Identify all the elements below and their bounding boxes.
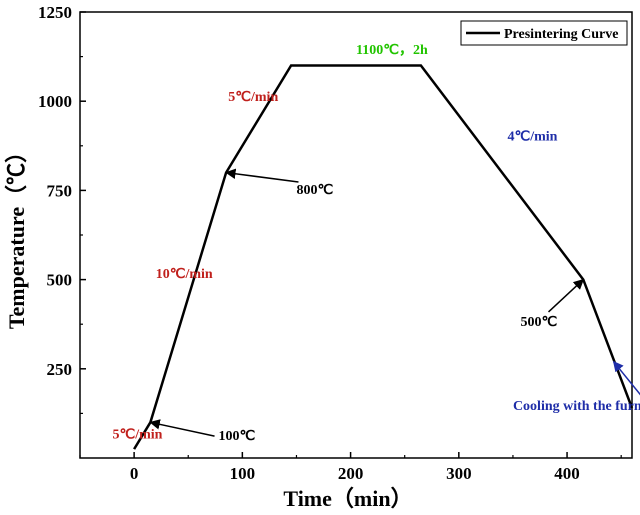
annotation-rate-5-low: 5℃/min: [112, 427, 162, 442]
annotation-arrow-point-800: [225, 168, 299, 183]
annotation-cooling: Cooling with the furnace: [513, 399, 640, 414]
y-tick-label: 500: [47, 271, 73, 290]
x-tick-label: 300: [446, 464, 472, 483]
legend-label: Presintering Curve: [504, 27, 618, 42]
annotation-rate-5-high: 5℃/min: [228, 90, 278, 105]
annotation-arrow-point-500: [548, 278, 585, 313]
annotation-point-100: 100℃: [219, 429, 256, 444]
x-tick-label: 100: [230, 464, 256, 483]
annotation-rate-10: 10℃/min: [156, 267, 213, 282]
annotation-point-800: 800℃: [296, 183, 333, 198]
x-tick-label: 400: [554, 464, 580, 483]
x-tick-label: 0: [130, 464, 139, 483]
y-tick-label: 1000: [38, 92, 72, 111]
y-axis-title: Temperature（℃）: [4, 141, 29, 329]
annotation-arrow-cooling: [612, 360, 640, 396]
y-tick-label: 1250: [38, 3, 72, 22]
annotation-arrow-point-100: [149, 419, 215, 437]
legend: Presintering Curve: [460, 20, 628, 46]
y-tick-label: 750: [47, 181, 73, 200]
y-tick-label: 250: [47, 360, 73, 379]
series-line-presintering: [133, 64, 634, 450]
x-tick-label: 200: [338, 464, 364, 483]
annotation-hold: 1100℃，2h: [356, 43, 428, 58]
x-axis-title: Time（min）: [283, 486, 412, 511]
annotation-rate-4: 4℃/min: [508, 129, 558, 144]
annotation-point-500: 500℃: [521, 315, 558, 330]
